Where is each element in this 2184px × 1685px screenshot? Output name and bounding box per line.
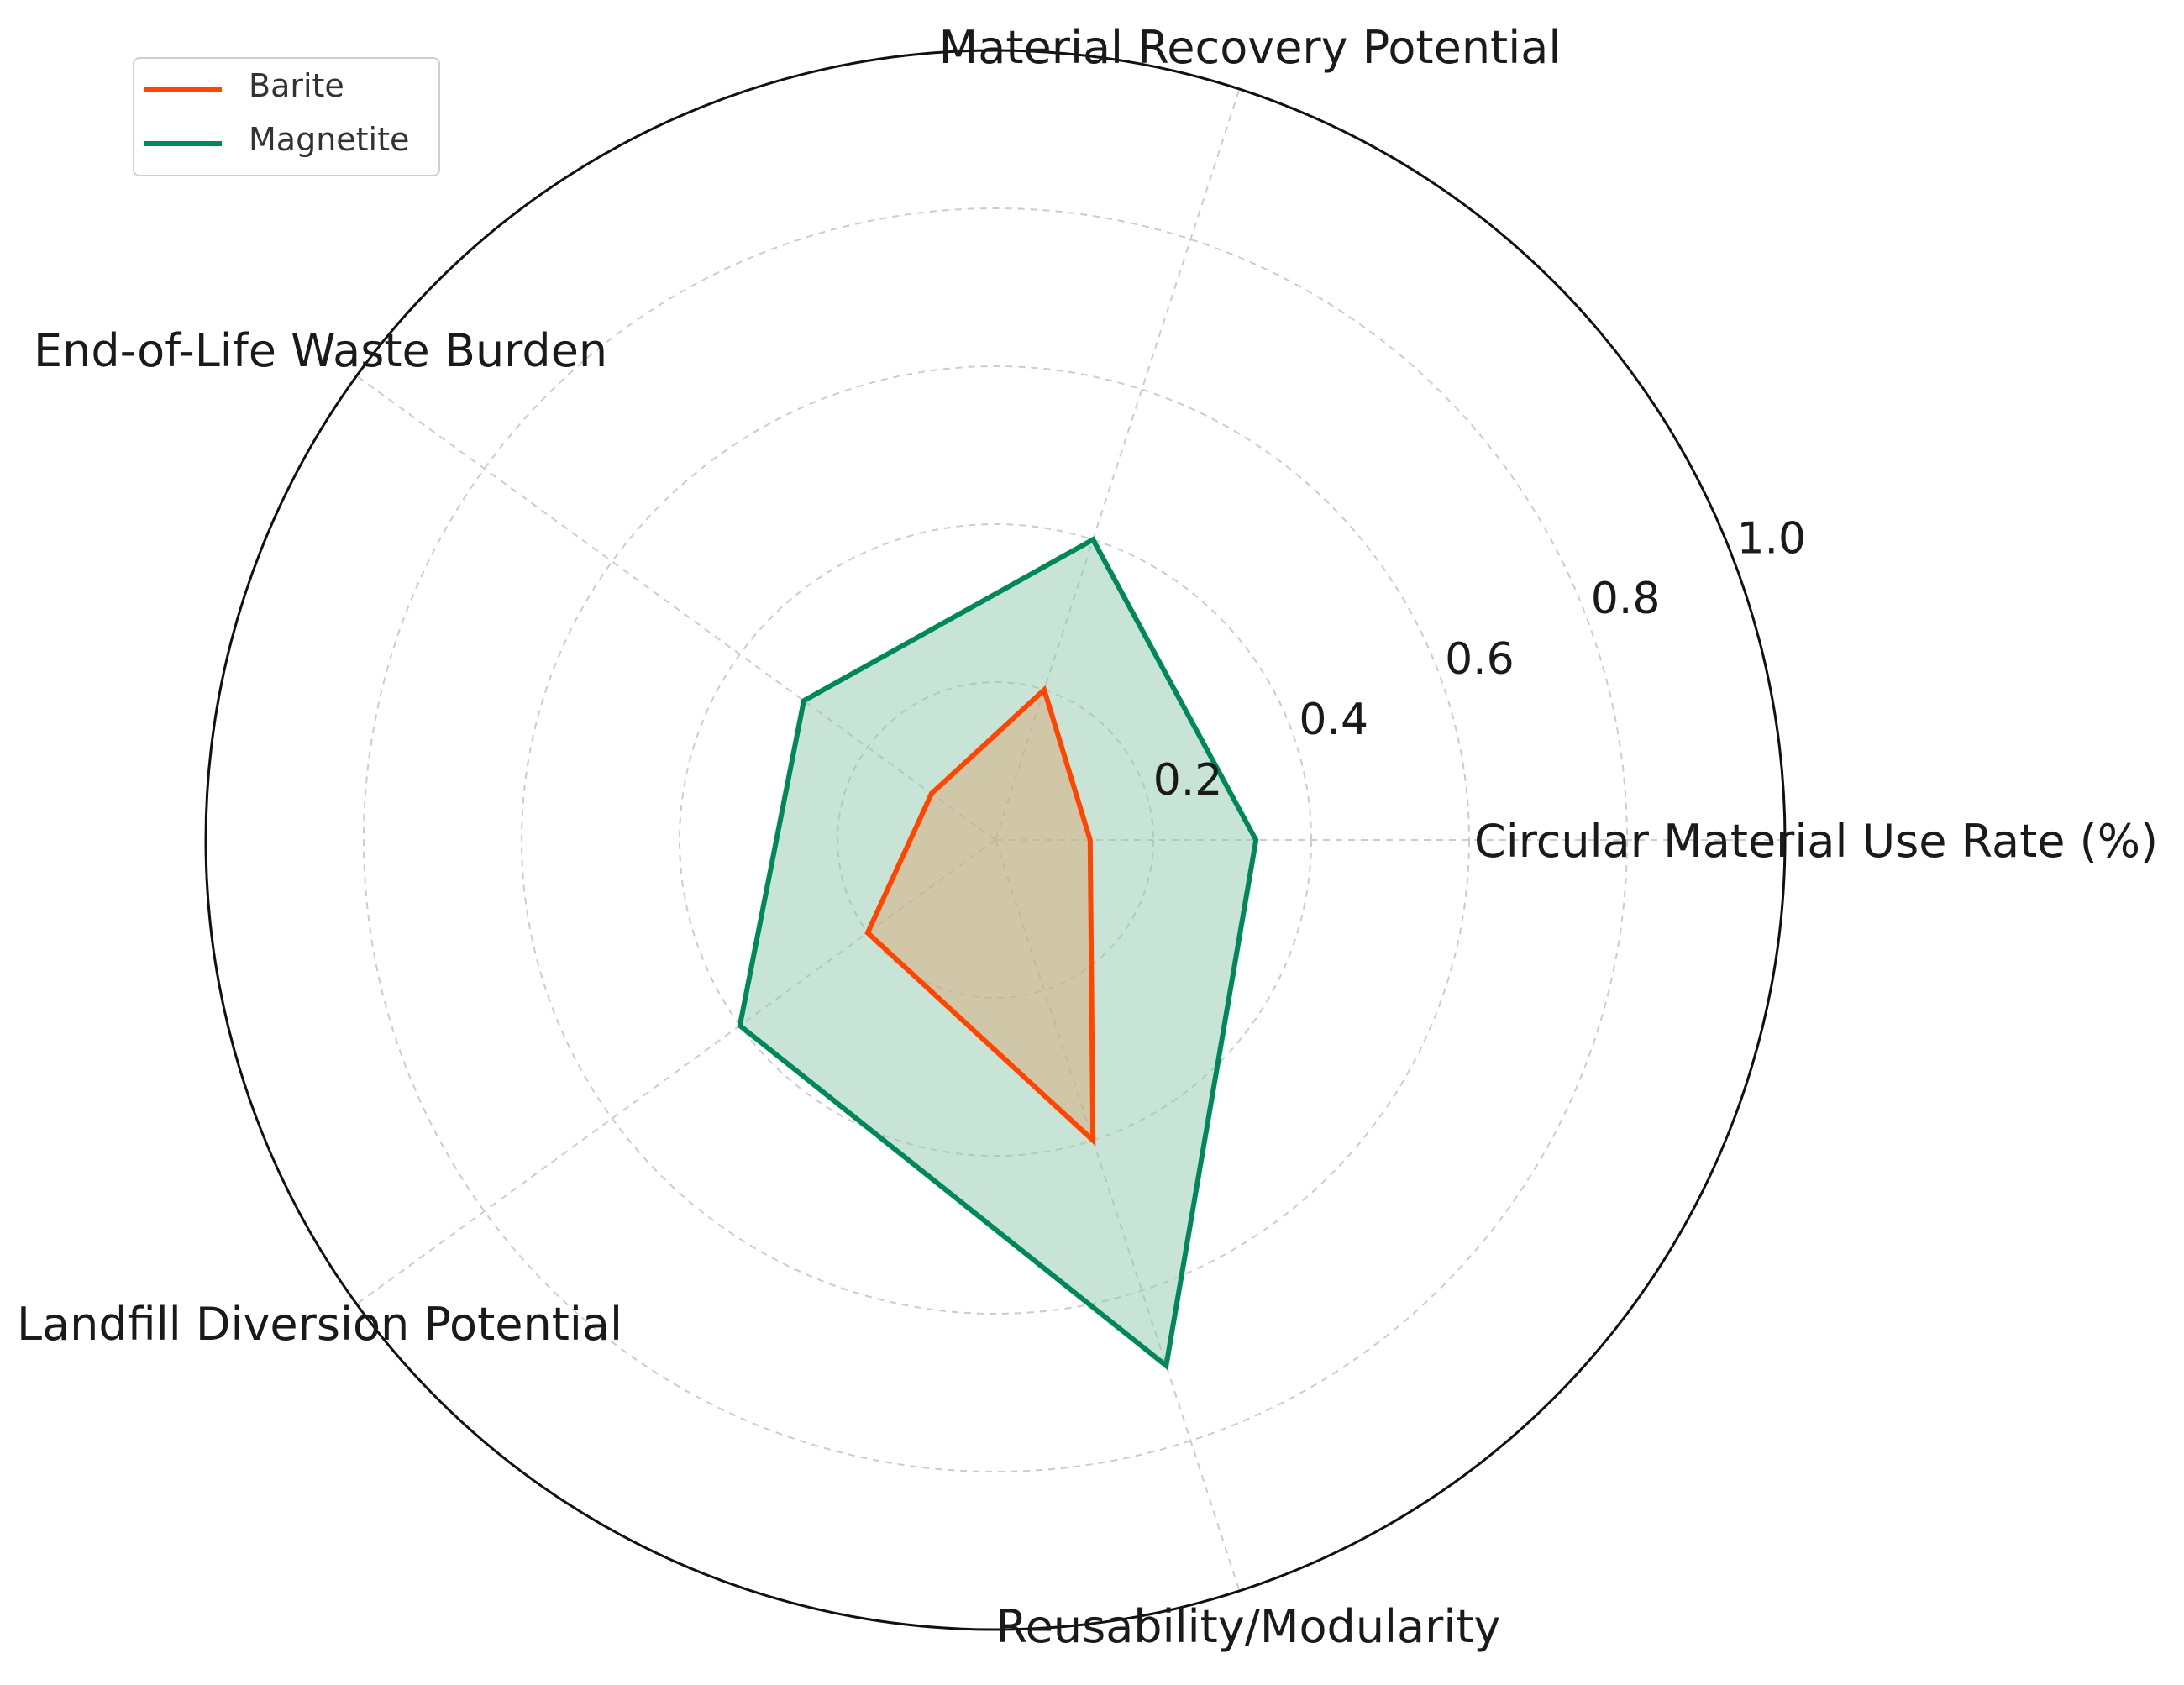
axis-label-landfill-diversion-potential: Landfill Diversion Potential bbox=[17, 1298, 622, 1351]
legend-item-barite: Barite bbox=[134, 62, 438, 114]
legend-swatch-barite bbox=[144, 87, 222, 92]
legend-swatch-magnetite bbox=[144, 141, 222, 146]
series-layer bbox=[737, 536, 1259, 1371]
outer-frame bbox=[204, 49, 1787, 1631]
outer-ring bbox=[204, 49, 1787, 1631]
radial-tick-label: 0.2 bbox=[1153, 755, 1223, 806]
legend: Barite Magnetite bbox=[133, 57, 440, 176]
series-line-barite bbox=[864, 685, 1096, 1147]
axis-label-reusability-modularity: Reusability/Modularity bbox=[996, 1600, 1501, 1653]
axis-label-end-of-life-waste-burden: End-of-Life Waste Burden bbox=[34, 324, 607, 377]
axis-labels: Circular Material Use Rate (%) Material R… bbox=[17, 21, 2158, 1653]
grid-ring-2 bbox=[521, 365, 1470, 1315]
radial-tick-label: 0.4 bbox=[1299, 695, 1368, 745]
radial-tick-label: 0.6 bbox=[1445, 634, 1515, 685]
series-line-magnetite bbox=[737, 536, 1259, 1371]
legend-label-magnetite: Magnetite bbox=[249, 121, 410, 158]
legend-item-magnetite: Magnetite bbox=[134, 116, 438, 168]
radial-tick-label: 0.8 bbox=[1591, 574, 1661, 624]
radial-tick-label: 1.0 bbox=[1736, 513, 1806, 564]
legend-label-barite: Barite bbox=[249, 67, 344, 104]
axis-label-circular-material-use-rate: Circular Material Use Rate (%) bbox=[1474, 815, 2158, 868]
radial-tick-labels: 0.2 0.4 0.6 0.8 1.0 bbox=[1153, 513, 1806, 806]
series-area-barite bbox=[867, 690, 1094, 1141]
axis-label-material-recovery-potential: Material Recovery Potential bbox=[939, 21, 1562, 74]
